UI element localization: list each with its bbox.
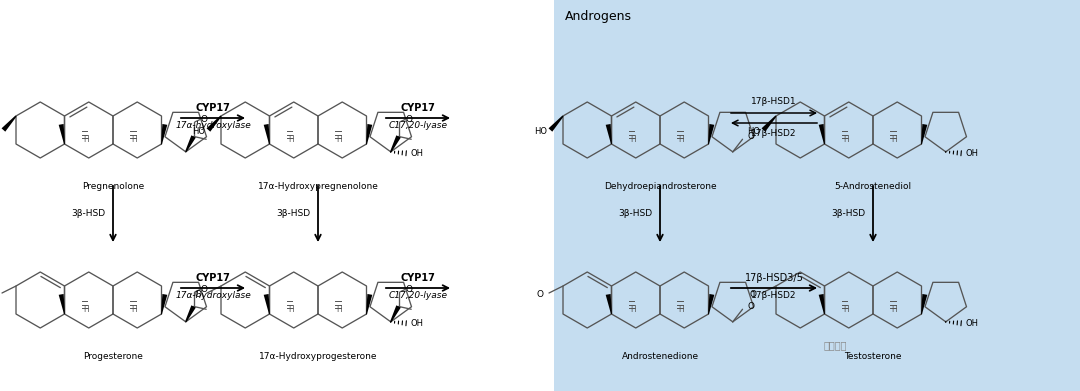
Text: OH: OH	[410, 149, 423, 158]
Polygon shape	[366, 124, 373, 144]
Text: O: O	[406, 115, 413, 124]
Text: H: H	[843, 305, 849, 314]
Polygon shape	[206, 115, 221, 132]
Text: 17β-HSD2: 17β-HSD2	[752, 291, 797, 300]
Text: O: O	[194, 290, 201, 299]
Text: O: O	[747, 302, 755, 311]
Text: H: H	[678, 305, 685, 314]
Text: 17α-Hydroxypregnenolone: 17α-Hydroxypregnenolone	[257, 182, 378, 191]
Text: H: H	[132, 135, 137, 144]
Text: OH: OH	[410, 319, 423, 328]
Text: 5-Androstenediol: 5-Androstenediol	[835, 182, 912, 191]
Text: CYP17: CYP17	[195, 273, 230, 283]
Polygon shape	[185, 135, 195, 152]
Text: 3β-HSD: 3β-HSD	[618, 210, 652, 219]
Text: H: H	[843, 135, 849, 144]
Polygon shape	[708, 294, 714, 314]
Polygon shape	[366, 294, 373, 314]
Text: HO: HO	[535, 127, 548, 136]
Polygon shape	[921, 294, 928, 314]
Text: Androgens: Androgens	[565, 10, 632, 23]
Text: 3β-HSD: 3β-HSD	[71, 210, 105, 219]
Polygon shape	[264, 294, 270, 314]
Text: C17,20-lyase: C17,20-lyase	[389, 120, 447, 129]
Text: H: H	[630, 305, 636, 314]
Polygon shape	[761, 115, 777, 132]
Text: 3β-HSD: 3β-HSD	[275, 210, 310, 219]
Polygon shape	[185, 305, 195, 322]
Text: CYP17: CYP17	[195, 103, 230, 113]
Polygon shape	[390, 135, 401, 152]
Text: Androstenedione: Androstenedione	[621, 352, 699, 361]
Text: 3β-HSD: 3β-HSD	[831, 210, 865, 219]
Polygon shape	[708, 124, 714, 144]
Text: OH: OH	[966, 319, 978, 328]
Text: O: O	[201, 285, 207, 294]
Polygon shape	[58, 124, 65, 144]
Text: 17α-hydroxylase: 17α-hydroxylase	[175, 291, 251, 300]
Polygon shape	[606, 124, 612, 144]
Text: O: O	[750, 290, 756, 299]
Polygon shape	[921, 124, 928, 144]
Text: 精准药物: 精准药物	[823, 340, 847, 350]
Text: H: H	[83, 305, 89, 314]
Text: OH: OH	[966, 149, 978, 158]
Text: H: H	[630, 135, 636, 144]
Text: O: O	[406, 285, 413, 294]
Text: H: H	[83, 135, 89, 144]
Text: CYP17: CYP17	[401, 103, 435, 113]
Text: HO: HO	[747, 127, 760, 136]
Text: H: H	[288, 305, 294, 314]
Text: Dehydroepiandrosterone: Dehydroepiandrosterone	[604, 182, 716, 191]
Text: 17β-HSD1: 17β-HSD1	[752, 97, 797, 106]
Text: 17β-HSD2: 17β-HSD2	[752, 129, 797, 138]
Polygon shape	[58, 294, 65, 314]
Bar	[0, 0, 554, 391]
Text: Pregnenolone: Pregnenolone	[82, 182, 144, 191]
Text: 17α-Hydroxyprogesterone: 17α-Hydroxyprogesterone	[259, 352, 377, 361]
Text: H: H	[132, 305, 137, 314]
Polygon shape	[161, 294, 167, 314]
Polygon shape	[264, 124, 270, 144]
Text: Testosterone: Testosterone	[845, 352, 902, 361]
Text: 17β-HSD3/5: 17β-HSD3/5	[744, 273, 804, 283]
Text: H: H	[678, 135, 685, 144]
Polygon shape	[549, 115, 564, 132]
Polygon shape	[1, 115, 16, 132]
Text: C17,20-lyase: C17,20-lyase	[389, 291, 447, 300]
Text: CYP17: CYP17	[401, 273, 435, 283]
Text: HO: HO	[192, 127, 205, 136]
Polygon shape	[161, 124, 167, 144]
Polygon shape	[819, 124, 825, 144]
Text: Progesterone: Progesterone	[83, 352, 143, 361]
Text: H: H	[337, 135, 342, 144]
Text: H: H	[288, 135, 294, 144]
Text: H: H	[337, 305, 342, 314]
Text: 17α-hydroxylase: 17α-hydroxylase	[175, 120, 251, 129]
Text: O: O	[747, 132, 755, 141]
Bar	[554, 0, 1080, 391]
Text: H: H	[892, 135, 897, 144]
Polygon shape	[819, 294, 825, 314]
Polygon shape	[606, 294, 612, 314]
Text: O: O	[201, 115, 207, 124]
Text: H: H	[892, 305, 897, 314]
Polygon shape	[390, 305, 401, 322]
Text: O: O	[537, 290, 543, 299]
